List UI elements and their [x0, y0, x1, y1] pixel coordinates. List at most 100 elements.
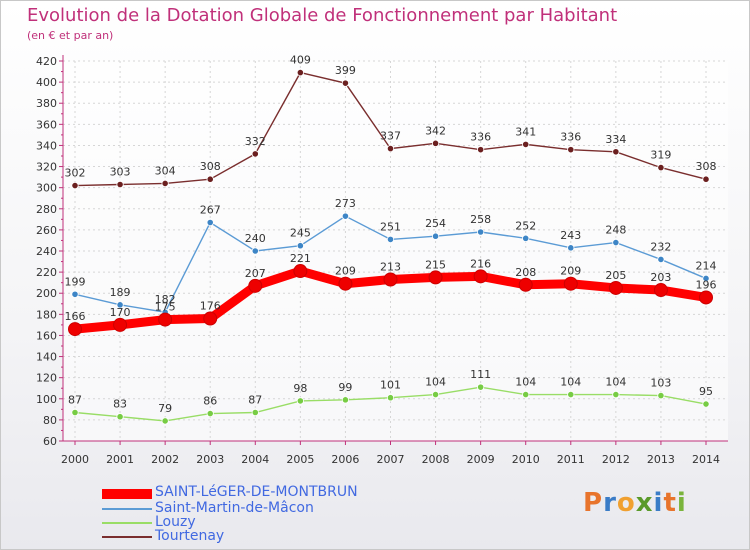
data-point — [161, 417, 169, 425]
logo-letter: i — [653, 488, 664, 518]
data-label: 79 — [158, 402, 172, 415]
data-label: 232 — [650, 240, 671, 253]
data-label: 104 — [425, 376, 446, 389]
data-point — [702, 400, 710, 408]
y-tick-label: 360 — [36, 118, 57, 131]
data-point — [653, 283, 668, 298]
data-label: 243 — [560, 229, 581, 242]
data-point — [522, 390, 530, 399]
data-label: 342 — [425, 124, 446, 137]
data-point — [567, 244, 575, 252]
data-label: 95 — [699, 385, 713, 398]
legend-label: Saint-Martin-de-Mâcon — [155, 500, 314, 516]
data-label: 111 — [470, 368, 491, 381]
data-label: 245 — [290, 227, 311, 240]
data-label: 303 — [110, 166, 131, 179]
x-tick-label: 2013 — [647, 453, 675, 466]
data-point — [251, 408, 259, 417]
data-point — [699, 290, 713, 305]
legend-swatch — [102, 536, 152, 538]
data-label: 341 — [515, 125, 536, 138]
data-label: 308 — [696, 160, 717, 173]
data-point — [386, 235, 395, 243]
y-tick-label: 280 — [36, 203, 57, 216]
y-tick-label: 420 — [36, 55, 57, 68]
data-label: 208 — [515, 266, 536, 279]
y-tick-label: 160 — [36, 329, 57, 342]
data-point — [206, 409, 214, 418]
data-label: 86 — [203, 395, 217, 408]
y-tick-label: 400 — [36, 76, 57, 89]
data-label: 98 — [293, 382, 307, 395]
logo-letter: x — [635, 488, 654, 518]
data-label: 199 — [65, 275, 86, 288]
data-label: 214 — [696, 259, 717, 272]
data-point — [657, 255, 665, 264]
y-tick-label: 300 — [36, 182, 57, 195]
data-point — [477, 146, 485, 154]
data-label: 209 — [335, 265, 356, 278]
data-point — [477, 383, 485, 391]
data-label: 216 — [470, 257, 491, 270]
data-point — [522, 234, 530, 242]
legend-label: SAINT-LéGER-DE-MONTBRUN — [155, 484, 358, 500]
y-tick-label: 80 — [43, 414, 57, 427]
data-point — [251, 247, 259, 255]
data-point — [657, 164, 665, 172]
data-point — [383, 272, 398, 287]
logo-letter: r — [603, 488, 617, 518]
data-point — [248, 278, 263, 293]
data-point — [431, 390, 440, 399]
data-point — [116, 301, 124, 309]
data-point — [71, 181, 79, 190]
data-point — [612, 148, 620, 156]
logo-letter: i — [676, 488, 687, 518]
data-point — [161, 179, 169, 188]
data-label: 332 — [245, 135, 266, 148]
data-label: 87 — [68, 394, 82, 407]
data-point — [296, 397, 304, 405]
data-point — [293, 264, 308, 279]
data-label: 103 — [650, 377, 671, 390]
data-label: 104 — [605, 376, 626, 389]
data-label: 336 — [470, 131, 491, 144]
x-tick-label: 2002 — [151, 453, 179, 466]
x-tick-label: 2009 — [467, 453, 495, 466]
data-label: 170 — [110, 306, 131, 319]
data-point — [567, 390, 575, 399]
logo-letter: o — [616, 488, 636, 518]
data-point — [206, 218, 214, 227]
data-point — [431, 139, 440, 147]
data-label: 240 — [245, 232, 266, 245]
data-point — [431, 232, 440, 240]
data-label: 205 — [605, 269, 626, 282]
data-point — [522, 140, 530, 148]
data-label: 99 — [338, 381, 352, 394]
data-point — [608, 280, 623, 295]
data-label: 215 — [425, 258, 446, 271]
data-label: 336 — [560, 131, 581, 144]
y-tick-label: 200 — [36, 287, 57, 300]
y-tick-label: 140 — [36, 351, 57, 364]
y-tick-label: 320 — [36, 161, 57, 174]
data-label: 304 — [155, 164, 176, 177]
data-label: 221 — [290, 252, 311, 265]
data-label: 308 — [200, 160, 221, 173]
data-label: 409 — [290, 54, 311, 67]
logo-letter: P — [583, 488, 604, 518]
data-point — [567, 146, 575, 154]
data-point — [657, 392, 665, 400]
data-point — [113, 317, 128, 332]
data-point — [702, 274, 710, 283]
data-point — [612, 390, 620, 399]
y-tick-label: 380 — [36, 97, 57, 110]
data-point — [338, 276, 353, 291]
logo-letter: t — [663, 488, 677, 518]
data-label: 189 — [110, 286, 131, 299]
data-label: 207 — [245, 267, 266, 280]
data-point — [702, 175, 710, 183]
data-label: 196 — [696, 278, 717, 291]
data-label: 248 — [605, 224, 626, 237]
legend-swatch — [102, 508, 152, 510]
